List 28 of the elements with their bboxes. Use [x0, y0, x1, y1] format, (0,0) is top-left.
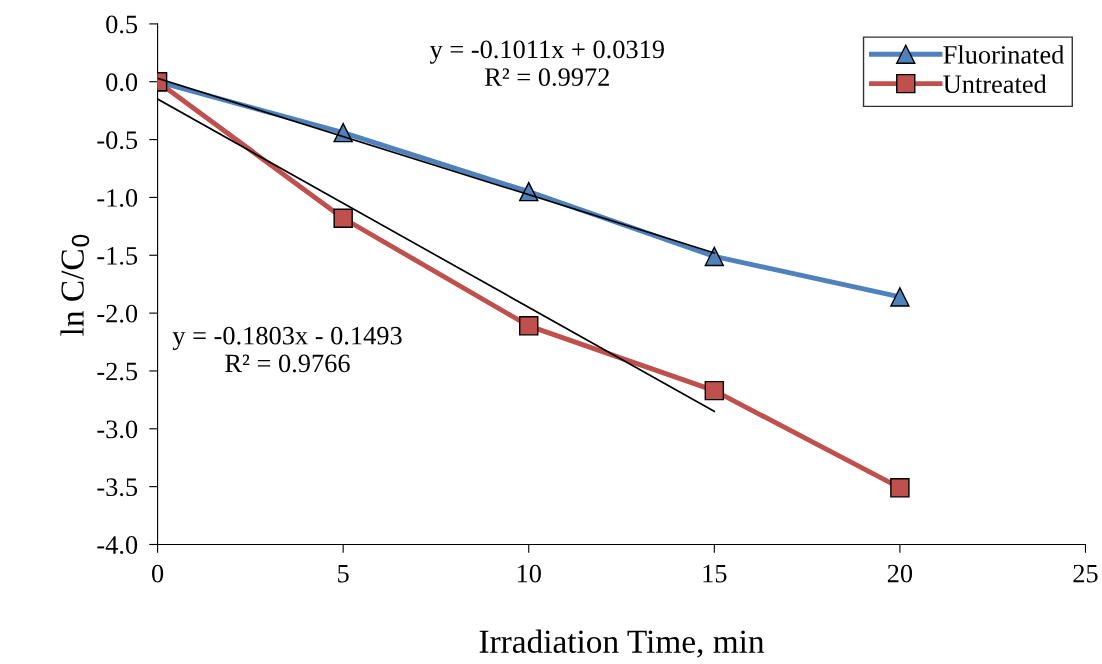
y-tick-label: -0.5 — [97, 131, 138, 150]
x-tick-label: 5 — [338, 564, 349, 583]
x-tick-label: 10 — [517, 564, 541, 583]
y-tick-label: 0.5 — [106, 15, 138, 34]
point — [704, 380, 725, 401]
annotation: y = -0.1011x + 0.0319 R² = 0.9972 — [429, 40, 664, 87]
point — [890, 287, 910, 307]
y-tick-label: -1.5 — [97, 247, 138, 265]
y-axis-title: ln C/C$_{0}$ — [60, 234, 90, 336]
legend-label: Fluorinated — [943, 45, 1065, 64]
x-tick-label: 0 — [151, 564, 164, 583]
point — [333, 208, 353, 228]
y-tick-label: -2.5 — [97, 362, 138, 381]
annotation: y = -0.1803x - 0.1493 R² = 0.9766 — [172, 326, 402, 373]
y-tick-label: -1.0 — [97, 189, 138, 207]
x-axis-title: Irradiation Time, min — [479, 629, 765, 658]
x-tick-label: 20 — [887, 564, 913, 583]
point — [890, 478, 910, 498]
y-tick-label: -4.0 — [97, 536, 138, 555]
y-tick-label: -2.0 — [97, 304, 138, 323]
point — [704, 246, 725, 267]
y-tick-label: -3.0 — [97, 420, 138, 439]
y-tick-label: 0.0 — [106, 73, 138, 92]
x-tick-label: 15 — [703, 564, 727, 583]
y-tick-label: -3.5 — [97, 478, 138, 497]
legend-label: Untreated — [943, 74, 1047, 94]
x-tick-label: 25 — [1073, 564, 1098, 583]
point — [519, 316, 539, 336]
